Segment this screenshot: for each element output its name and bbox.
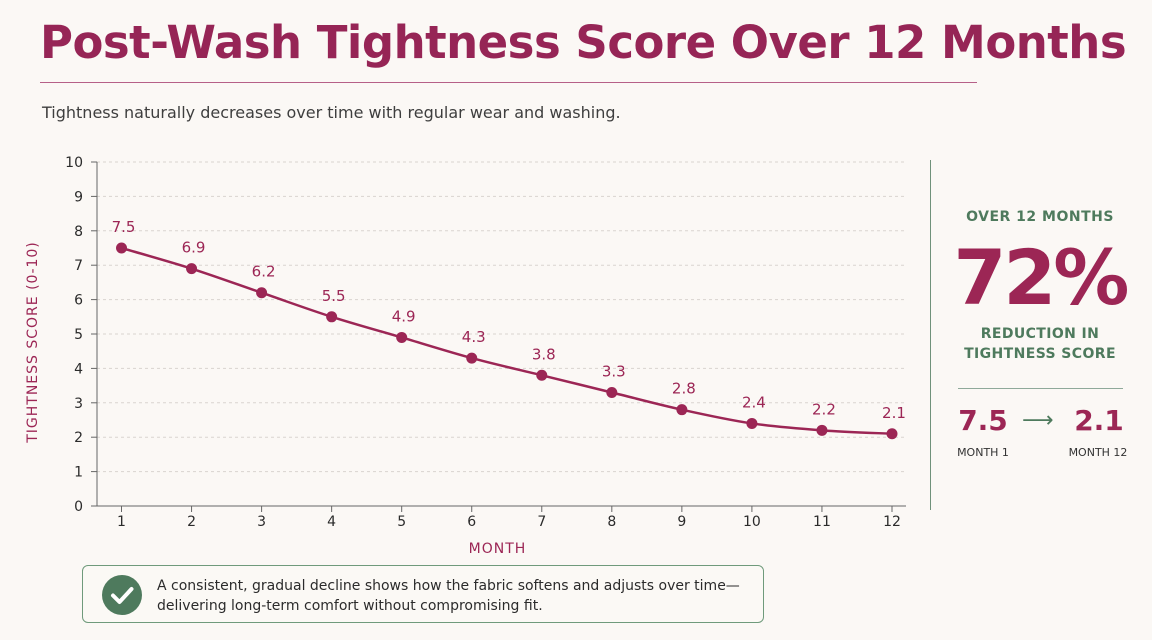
x-tick-label: 10 [743, 514, 761, 530]
data-label: 2.2 [812, 400, 836, 418]
data-label: 4.9 [392, 307, 416, 325]
y-tick-label: 7 [74, 258, 83, 274]
title-divider [40, 82, 977, 83]
data-point [116, 242, 128, 254]
data-point [746, 417, 758, 429]
axes [91, 161, 906, 512]
y-tick-label: 8 [74, 224, 83, 240]
stat-divider [958, 388, 1123, 389]
y-tick-label: 0 [74, 499, 83, 515]
data-point [186, 263, 198, 275]
y-tick-label: 2 [74, 430, 83, 446]
data-point [536, 369, 548, 381]
series-line [120, 246, 894, 436]
data-label: 7.5 [112, 218, 136, 236]
data-label: 5.5 [322, 287, 346, 305]
data-points [116, 242, 898, 440]
data-point [816, 424, 828, 436]
data-label: 2.4 [742, 393, 766, 411]
x-tick-label: 12 [883, 514, 901, 530]
series-line-layer [120, 246, 894, 436]
y-tick-label: 1 [74, 465, 83, 481]
x-tick-label: 5 [397, 514, 406, 530]
y-tick-label: 3 [74, 396, 83, 412]
checkmark-icon [102, 575, 142, 615]
data-label: 3.8 [532, 345, 556, 363]
y-axis-title: TIGHTNESS SCORE (0-10) [25, 241, 41, 444]
data-label: 3.3 [602, 362, 626, 380]
data-point [396, 331, 408, 343]
y-tick-label: 10 [65, 155, 83, 171]
y-tick-label: 5 [74, 327, 83, 343]
y-tick-label: 4 [74, 361, 83, 377]
data-label: 4.3 [462, 328, 486, 346]
data-label: 2.1 [882, 404, 906, 422]
data-point [256, 287, 268, 299]
data-point [466, 352, 478, 364]
callout-text: A consistent, gradual decline shows how … [157, 576, 747, 616]
x-tick-label: 1 [117, 514, 126, 530]
end-label: MONTH 12 [1068, 446, 1128, 459]
data-point [886, 428, 898, 440]
data-point [676, 404, 688, 416]
grid-lines [97, 161, 906, 473]
stat-caption-line2: TIGHTNESS SCORE [964, 346, 1116, 362]
panel-divider [930, 160, 931, 510]
insight-callout: A consistent, gradual decline shows how … [82, 565, 764, 623]
x-tick-label: 6 [467, 514, 476, 530]
x-axis-title: MONTH [469, 541, 527, 557]
stat-caption-line1: REDUCTION IN [980, 326, 1100, 342]
x-tick-label: 9 [677, 514, 686, 530]
data-label: 2.8 [672, 380, 696, 398]
data-labels: 7.5 6.9 6.2 5.5 4.9 4.3 3.8 3.3 2.8 2.4 2.2 2.1 [112, 218, 906, 422]
y-tick-label: 6 [74, 293, 83, 309]
x-tick-label: 4 [327, 514, 336, 530]
data-label: 6.9 [182, 239, 206, 257]
x-tick-label: 3 [257, 514, 266, 530]
start-label: MONTH 1 [957, 446, 1009, 459]
data-point [606, 386, 618, 398]
chart-subtitle: Tightness naturally decreases over time … [42, 103, 621, 122]
y-tick-label: 9 [74, 189, 83, 205]
stat-caption: REDUCTION IN TIGHTNESS SCORE [940, 324, 1140, 364]
data-label: 6.2 [252, 263, 276, 281]
x-tick-label: 7 [537, 514, 546, 530]
x-tick-label: 11 [813, 514, 831, 530]
x-tick-label: 2 [187, 514, 196, 530]
arrow-right-icon: ⟶ [1022, 408, 1054, 433]
callout-line2: delivering long-term comfort without com… [157, 598, 543, 614]
start-value: 7.5 [958, 404, 1008, 437]
stat-kicker: OVER 12 MONTHS [966, 209, 1114, 225]
x-tick-label: 8 [607, 514, 616, 530]
callout-line1: A consistent, gradual decline shows how … [157, 578, 740, 594]
stat-percentage: 72% [953, 233, 1130, 322]
page-title: Post-Wash Tightness Score Over 12 Months [40, 16, 1127, 69]
data-point [326, 311, 338, 323]
end-value: 2.1 [1074, 404, 1124, 437]
